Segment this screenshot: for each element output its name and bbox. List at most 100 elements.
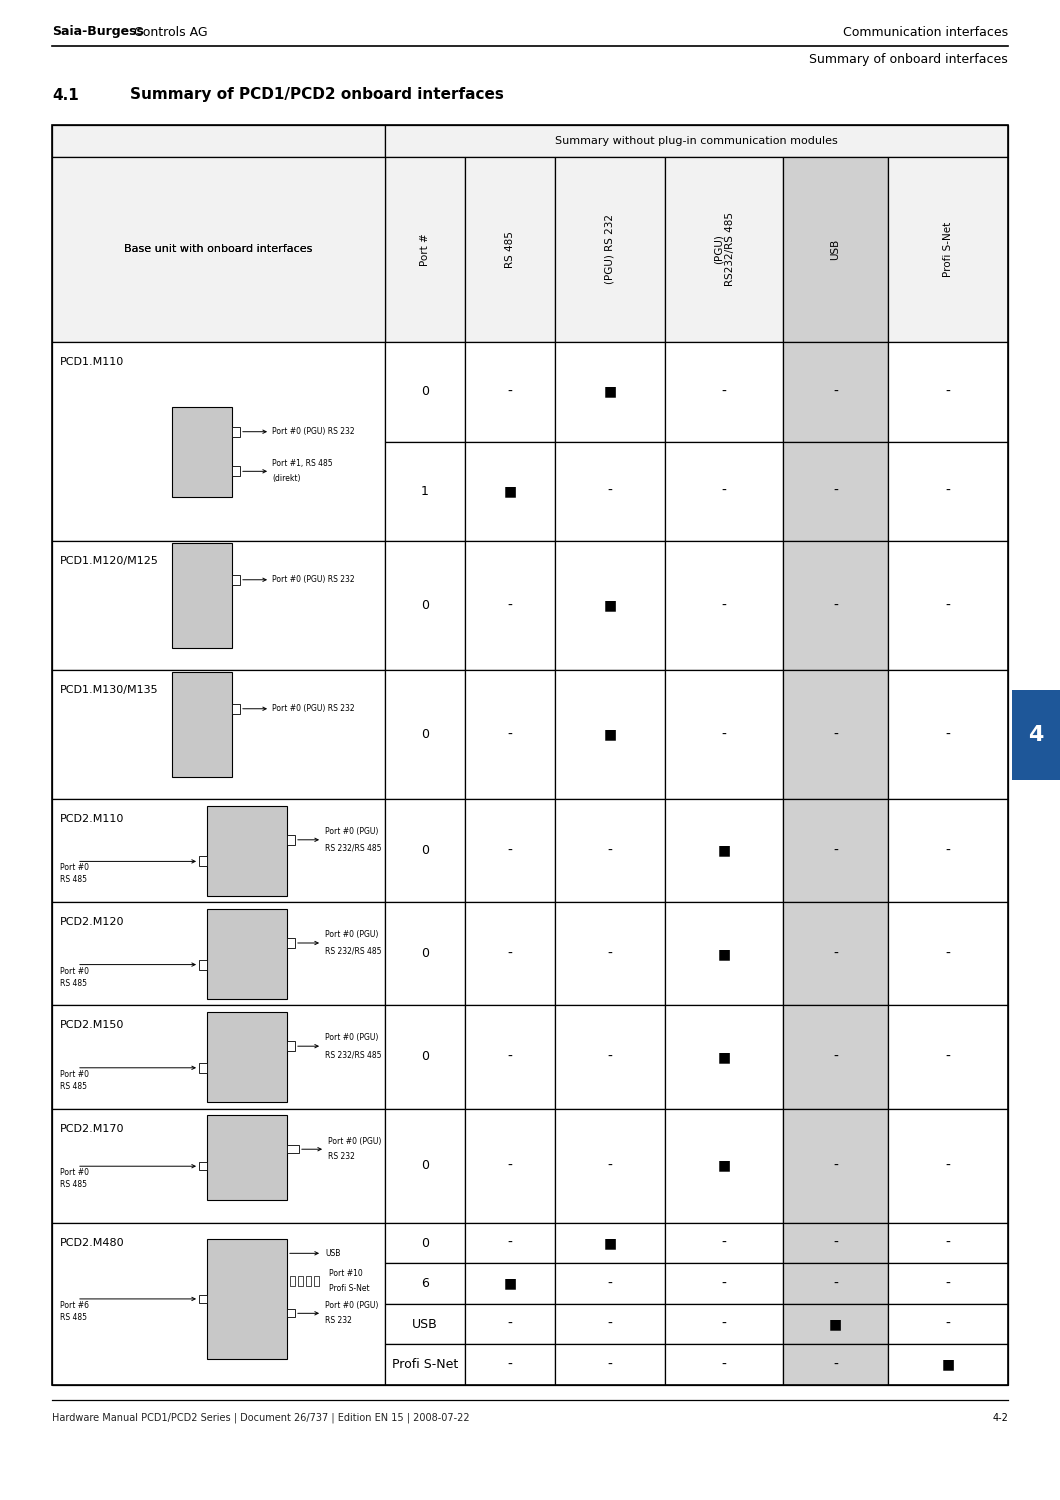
Bar [888,1263,1008,1304]
Bar [665,902,783,1005]
Bar [385,441,465,542]
Text: ■: ■ [718,1158,730,1173]
Bar [52,1005,385,1108]
Text: -: - [607,1276,613,1290]
Text: -: - [722,1236,726,1250]
Bar [52,1222,385,1385]
Text: -: - [722,1358,726,1371]
Bar [385,670,465,800]
Bar [199,1064,207,1072]
Bar [665,342,783,441]
Text: -: - [833,728,838,741]
Bar [465,1304,555,1344]
Bar [199,856,207,867]
Text: PCD2.M150: PCD2.M150 [60,1020,124,1031]
Text: -: - [946,1236,951,1250]
Text: Summary of PCD1/PCD2 onboard interfaces: Summary of PCD1/PCD2 onboard interfaces [130,87,504,102]
Text: -: - [946,728,951,741]
Text: -: - [508,1236,512,1250]
Text: Communication interfaces: Communication interfaces [843,26,1008,39]
Text: -: - [508,946,512,962]
Bar [172,672,232,777]
Text: RS 485: RS 485 [60,1180,87,1190]
Text: Port #1, RS 485: Port #1, RS 485 [272,459,333,468]
Text: -: - [833,1050,838,1064]
Text: -: - [833,1158,838,1173]
Bar [385,1005,465,1108]
Text: Port #6: Port #6 [60,1300,89,1310]
Bar [287,1144,299,1154]
Bar [888,1222,1008,1263]
Text: PCD1.M130/M135: PCD1.M130/M135 [60,686,159,694]
Text: 4: 4 [1028,724,1044,746]
Text: RS 485: RS 485 [60,978,87,987]
Bar [232,466,240,477]
Bar [888,1344,1008,1384]
Bar [52,124,1008,1385]
Bar [287,1041,295,1052]
Bar [888,800,1008,901]
Bar [465,342,555,441]
Text: Port #0: Port #0 [60,1168,89,1178]
Text: -: - [722,386,726,399]
Text: -: - [722,728,726,741]
Bar [888,1304,1008,1344]
Bar [783,902,888,1005]
Text: Port #0: Port #0 [60,1070,89,1078]
Text: Port #10: Port #10 [329,1269,363,1278]
Bar [888,670,1008,800]
Text: -: - [946,1317,951,1330]
Text: -: - [508,728,512,741]
Text: 4.1: 4.1 [52,87,78,102]
Bar [783,1222,888,1263]
Text: RS 485: RS 485 [505,231,515,268]
Text: -: - [722,1276,726,1290]
Bar [52,800,385,901]
Bar [385,1222,465,1263]
Text: -: - [722,1317,726,1330]
Bar [385,1108,465,1222]
Text: 0: 0 [421,1050,429,1064]
Bar [207,806,287,895]
Text: Controls AG: Controls AG [130,26,208,39]
Bar [232,574,240,585]
Bar [1012,690,1060,780]
Text: -: - [607,1358,613,1371]
Text: -: - [722,484,726,498]
Bar [665,1263,783,1304]
Bar [385,342,465,441]
Bar [555,1263,665,1304]
Bar [665,1344,783,1384]
Bar [783,1304,888,1344]
Text: -: - [833,843,838,858]
Bar [665,800,783,901]
Text: (direkt): (direkt) [272,474,300,483]
Bar [465,902,555,1005]
Bar [665,441,783,542]
Text: 0: 0 [421,728,429,741]
Bar [555,1108,665,1222]
Text: -: - [946,1158,951,1173]
Bar [665,670,783,800]
Text: 0: 0 [421,948,429,960]
Text: 4-2: 4-2 [992,1413,1008,1424]
Text: 0: 0 [421,1236,429,1250]
Text: PCD1.M120/M125: PCD1.M120/M125 [60,556,159,566]
Bar [465,1005,555,1108]
Text: Hardware Manual PCD1/PCD2 Series | Document 26/737 | Edition EN 15 | 2008-07-22: Hardware Manual PCD1/PCD2 Series | Docum… [52,1413,470,1424]
Text: ■: ■ [941,1358,955,1371]
Text: ■: ■ [829,1317,842,1330]
Text: -: - [833,1276,838,1290]
Text: ■: ■ [718,1050,730,1064]
Text: PCD2.M480: PCD2.M480 [60,1238,125,1248]
Text: ■: ■ [504,1276,516,1290]
Bar [232,426,240,436]
Text: ■: ■ [603,598,617,612]
Bar [555,902,665,1005]
Text: Port #0: Port #0 [60,864,89,873]
Text: -: - [722,598,726,612]
Text: -: - [946,484,951,498]
Bar [465,542,555,670]
Bar [555,1344,665,1384]
Text: -: - [946,386,951,399]
